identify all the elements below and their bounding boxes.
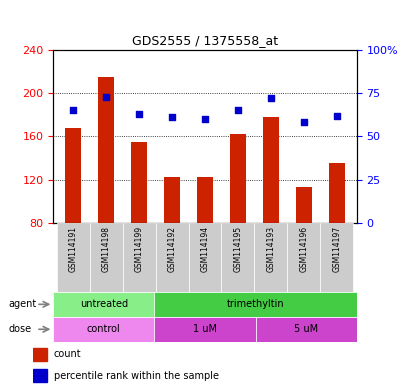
Text: GSM114199: GSM114199	[134, 226, 143, 272]
FancyBboxPatch shape	[154, 292, 356, 317]
Point	[135, 111, 142, 117]
Point	[169, 114, 175, 121]
Text: agent: agent	[8, 299, 36, 310]
Bar	[262, 117, 279, 223]
FancyBboxPatch shape	[122, 223, 155, 292]
Bar	[98, 77, 114, 223]
Text: GSM114191: GSM114191	[68, 226, 77, 272]
FancyBboxPatch shape	[255, 317, 356, 342]
FancyBboxPatch shape	[154, 317, 255, 342]
Bar	[163, 177, 180, 223]
Text: GSM114198: GSM114198	[101, 226, 110, 272]
Bar	[130, 142, 147, 223]
Text: trimethyltin: trimethyltin	[226, 299, 284, 310]
Point	[333, 113, 339, 119]
FancyBboxPatch shape	[221, 223, 254, 292]
Point	[201, 116, 208, 122]
Text: control: control	[87, 324, 120, 334]
Text: untreated: untreated	[80, 299, 128, 310]
Text: dose: dose	[8, 324, 31, 334]
Text: GSM114194: GSM114194	[200, 226, 209, 272]
Point	[103, 94, 109, 100]
Point	[267, 95, 274, 101]
FancyBboxPatch shape	[287, 223, 320, 292]
Text: 1 uM: 1 uM	[193, 324, 216, 334]
Bar	[33, 348, 47, 361]
Text: GSM114193: GSM114193	[266, 226, 275, 272]
Text: GSM114196: GSM114196	[299, 226, 308, 272]
Bar	[65, 127, 81, 223]
FancyBboxPatch shape	[188, 223, 221, 292]
Bar	[229, 134, 246, 223]
Text: count: count	[54, 349, 81, 359]
FancyBboxPatch shape	[155, 223, 188, 292]
FancyBboxPatch shape	[56, 223, 89, 292]
Title: GDS2555 / 1375558_at: GDS2555 / 1375558_at	[132, 34, 277, 47]
Text: percentile rank within the sample: percentile rank within the sample	[54, 371, 218, 381]
Text: GSM114195: GSM114195	[233, 226, 242, 272]
Point	[234, 108, 240, 114]
FancyBboxPatch shape	[254, 223, 287, 292]
FancyBboxPatch shape	[89, 223, 122, 292]
Point	[70, 108, 76, 114]
FancyBboxPatch shape	[320, 223, 353, 292]
Text: GSM114192: GSM114192	[167, 226, 176, 272]
Bar	[328, 163, 344, 223]
Bar	[295, 187, 311, 223]
FancyBboxPatch shape	[53, 292, 154, 317]
Bar	[33, 369, 47, 382]
Point	[300, 119, 306, 126]
Text: 5 uM: 5 uM	[293, 324, 317, 334]
Bar	[196, 177, 213, 223]
Text: GSM114197: GSM114197	[332, 226, 341, 272]
FancyBboxPatch shape	[53, 317, 154, 342]
